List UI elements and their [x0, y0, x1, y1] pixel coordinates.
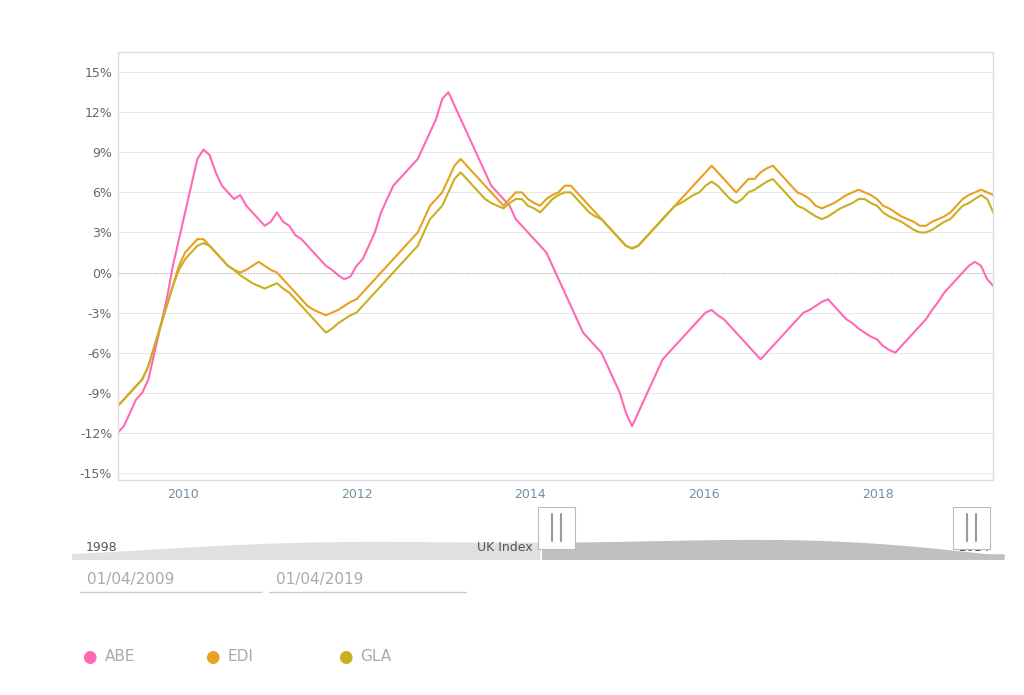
Text: 1998: 1998	[86, 541, 118, 555]
Text: ●: ●	[338, 648, 352, 666]
FancyBboxPatch shape	[953, 507, 990, 548]
Text: 01/04/2019: 01/04/2019	[276, 572, 364, 587]
Text: ABE: ABE	[104, 649, 135, 664]
Text: 2014: 2014	[957, 541, 989, 555]
Text: 01/04/2009: 01/04/2009	[87, 572, 174, 587]
Text: EDI: EDI	[227, 649, 253, 664]
Text: ●: ●	[205, 648, 219, 666]
Text: UK Index: UK Index	[477, 541, 532, 555]
FancyBboxPatch shape	[538, 507, 574, 548]
Text: GLA: GLA	[360, 649, 391, 664]
Text: ●: ●	[82, 648, 96, 666]
